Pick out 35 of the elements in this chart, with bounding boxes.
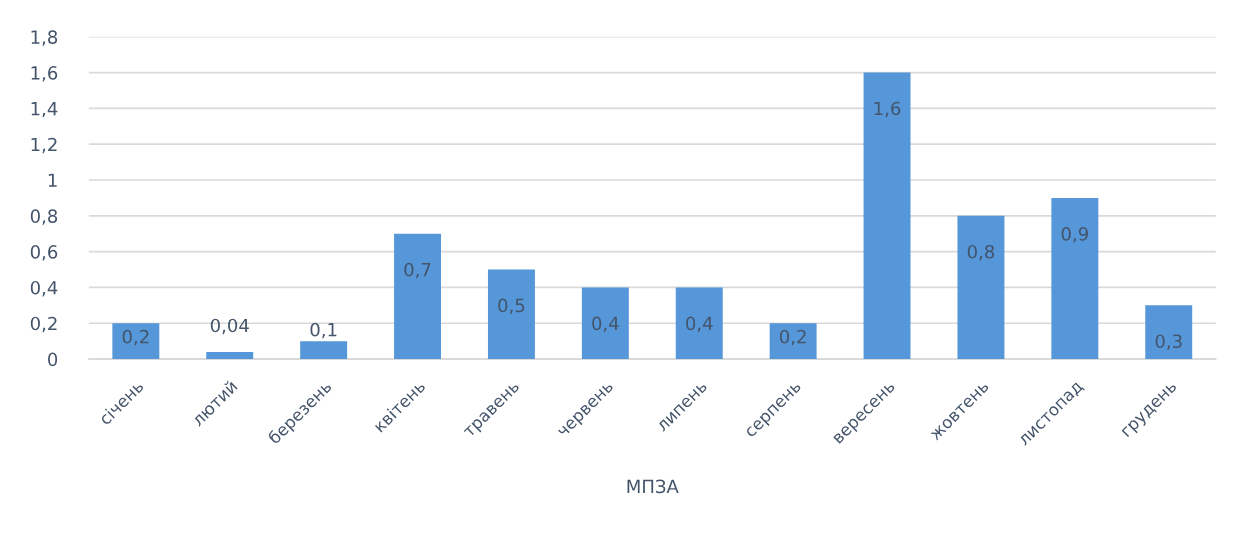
x-axis-title: МПЗА bbox=[627, 479, 679, 494]
bar bbox=[769, 323, 817, 360]
data-label: 0,4 bbox=[592, 316, 619, 333]
bar bbox=[675, 287, 723, 360]
data-label: 1,6 bbox=[874, 101, 901, 118]
y-tick-label: 1,4 bbox=[31, 102, 58, 118]
y-tick-label: 0,6 bbox=[30, 245, 58, 261]
bar bbox=[581, 287, 629, 360]
bar bbox=[206, 351, 254, 360]
bar bbox=[863, 72, 911, 360]
bar bbox=[1145, 305, 1193, 360]
data-label: 0,8 bbox=[967, 244, 995, 261]
bar bbox=[394, 233, 442, 360]
y-tick-label: 0 bbox=[48, 352, 58, 367]
bar bbox=[487, 269, 535, 360]
data-label: 0,1 bbox=[310, 322, 337, 339]
y-tick-label: 1,8 bbox=[31, 30, 58, 46]
data-label: 0,7 bbox=[404, 262, 431, 279]
y-tick-label: 1,2 bbox=[31, 137, 57, 154]
y-tick-label: 1 bbox=[48, 173, 57, 187]
y-tick-label: 1,6 bbox=[31, 66, 58, 82]
y-tick-label: 0,4 bbox=[30, 280, 58, 297]
data-label: 0,3 bbox=[1155, 334, 1182, 350]
bar bbox=[300, 341, 348, 360]
data-label: 0,2 bbox=[779, 329, 806, 346]
data-label: 0,04 bbox=[210, 318, 249, 335]
bar bbox=[1051, 197, 1099, 360]
y-tick-label: 0,2 bbox=[30, 316, 57, 333]
bar bbox=[957, 215, 1005, 360]
data-label: 0,5 bbox=[498, 298, 525, 315]
data-label: 0,4 bbox=[686, 316, 713, 333]
bar bbox=[112, 323, 160, 360]
data-label: 0,2 bbox=[122, 329, 149, 346]
data-label: 0,9 bbox=[1061, 227, 1088, 243]
y-tick-label: 0,8 bbox=[30, 209, 58, 225]
